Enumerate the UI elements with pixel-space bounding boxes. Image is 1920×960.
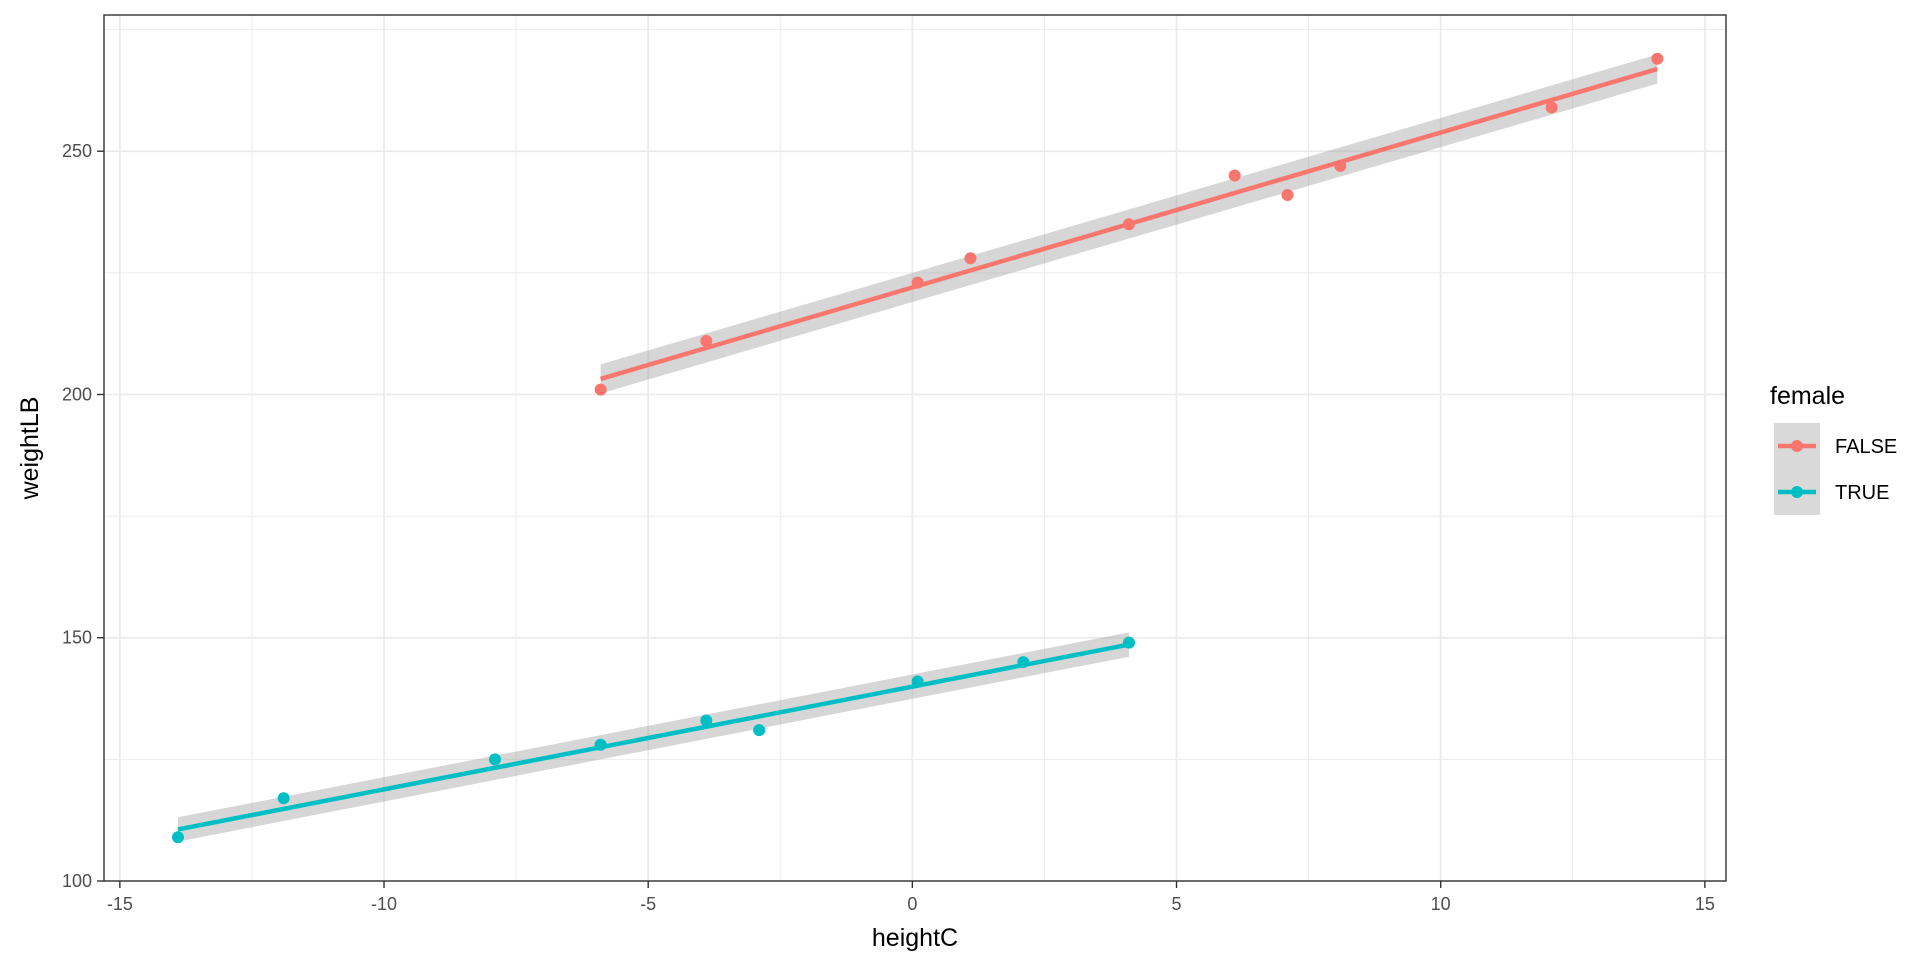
- x-tick-label: -15: [107, 894, 133, 914]
- data-point: [911, 276, 924, 289]
- data-point: [1651, 52, 1664, 65]
- y-tick-label: 150: [62, 628, 92, 648]
- x-tick-label: -5: [640, 894, 656, 914]
- fit-line: [177, 642, 1130, 832]
- data-point: [1017, 656, 1030, 669]
- legend-label: TRUE: [1835, 482, 1889, 504]
- x-tick-label: 10: [1431, 894, 1451, 914]
- legend: female FALSE TRUE: [1770, 382, 1897, 515]
- data-points: [171, 52, 1664, 844]
- y-tick-label: 200: [62, 384, 92, 404]
- x-axis-title: heightC: [872, 924, 958, 952]
- legend-label: FALSE: [1835, 436, 1897, 458]
- legend-title: female: [1770, 382, 1845, 410]
- data-point: [700, 714, 713, 727]
- data-point: [594, 738, 607, 751]
- data-point: [1122, 636, 1135, 649]
- y-axis: 100 150 200 250: [62, 141, 104, 891]
- data-point: [277, 792, 290, 805]
- y-axis-title: weightLB: [16, 397, 44, 501]
- y-tick-label: 250: [62, 141, 92, 161]
- y-tick-label: 100: [62, 871, 92, 891]
- data-point: [753, 724, 766, 737]
- x-tick-label: 5: [1172, 894, 1182, 914]
- data-point: [171, 831, 184, 844]
- data-point: [1228, 169, 1241, 182]
- legend-key-point: [1791, 440, 1803, 452]
- data-point: [488, 753, 501, 766]
- data-point: [1281, 189, 1294, 202]
- x-tick-label: -10: [371, 894, 397, 914]
- data-point: [700, 334, 713, 347]
- data-point: [1545, 101, 1558, 114]
- x-tick-label: 15: [1695, 894, 1715, 914]
- x-tick-label: 0: [907, 894, 917, 914]
- legend-key-point: [1791, 486, 1803, 498]
- data-point: [1122, 218, 1135, 231]
- data-point: [964, 252, 977, 265]
- data-point: [594, 383, 607, 396]
- data-point: [1334, 159, 1347, 172]
- minor-gridlines: [104, 15, 1726, 881]
- panel-background: [104, 15, 1726, 881]
- x-axis: -15 -10 -5 0 5 10 15: [107, 881, 1715, 914]
- panel-border: [103, 14, 1727, 882]
- data-point: [911, 675, 924, 688]
